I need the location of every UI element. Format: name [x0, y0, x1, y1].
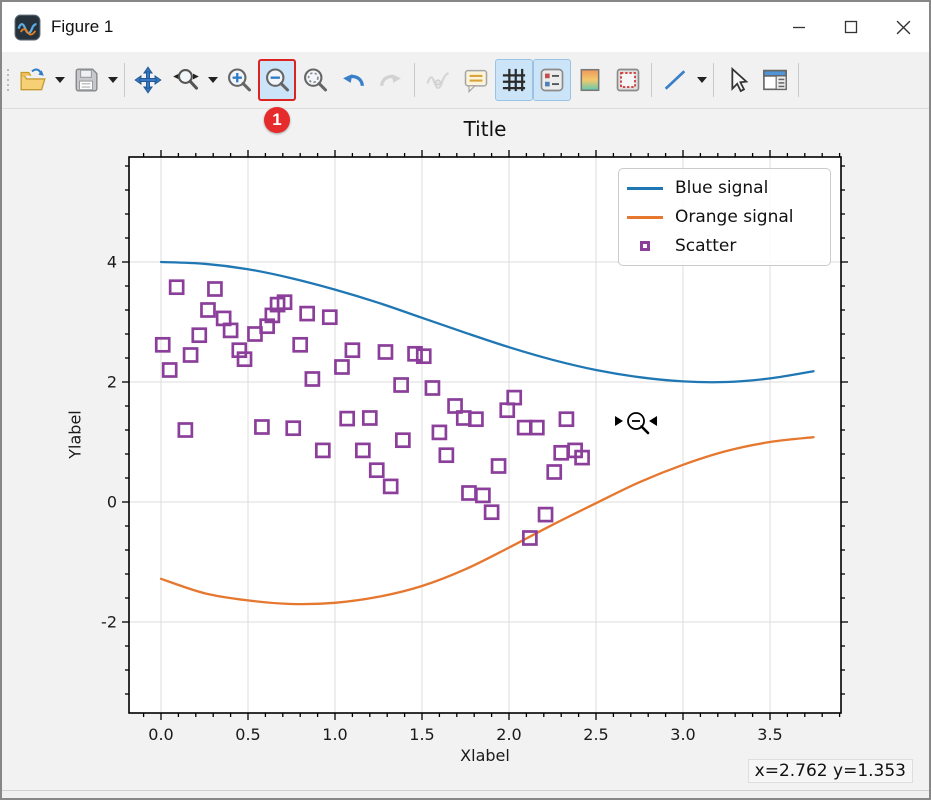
- line-style-button[interactable]: [656, 59, 694, 101]
- toolbar-separator: [124, 63, 125, 97]
- chevron-down-icon: [696, 77, 707, 83]
- subplot-settings-button[interactable]: [756, 59, 794, 101]
- save-button[interactable]: [67, 59, 105, 101]
- redo-arrow-icon: [380, 74, 401, 87]
- zoom-dropdown[interactable]: [205, 59, 220, 101]
- chevron-down-icon: [207, 77, 218, 83]
- close-icon: [896, 20, 910, 34]
- grid-icon: [502, 68, 526, 92]
- legend-entry: Scatter: [625, 234, 824, 258]
- svg-text:0.5: 0.5: [235, 725, 260, 744]
- toolbar-separator: [414, 63, 415, 97]
- svg-text:2.0: 2.0: [496, 725, 521, 744]
- legend-label: Scatter: [675, 236, 737, 256]
- toolbar-separator: [713, 63, 714, 97]
- titlebar: Figure 1: [2, 2, 929, 52]
- legend-label: Orange signal: [675, 207, 794, 227]
- legend-panel-icon: [540, 68, 564, 92]
- legend-label: Blue signal: [675, 178, 769, 198]
- zoom-original-icon: [304, 68, 328, 92]
- svg-text:3.5: 3.5: [757, 725, 782, 744]
- pan-button[interactable]: [129, 59, 167, 101]
- legend-line-sample-orange: [625, 215, 665, 219]
- curve-icon: [426, 71, 450, 90]
- redo-button[interactable]: [372, 59, 410, 101]
- svg-text:-2: -2: [101, 613, 117, 632]
- matplotlib-app-icon: [14, 14, 41, 40]
- legend-square-marker: [625, 241, 665, 251]
- curve-options-button[interactable]: [419, 59, 457, 101]
- zoom-original-button[interactable]: [296, 59, 334, 101]
- toolbar-grip[interactable]: [7, 69, 9, 91]
- undo-arrow-icon: [343, 74, 364, 87]
- maximize-button[interactable]: [825, 2, 877, 52]
- close-button[interactable]: [877, 2, 929, 52]
- panel-settings-icon: [763, 69, 787, 91]
- pointer-button[interactable]: [718, 59, 756, 101]
- zoom-in-icon: [228, 68, 252, 92]
- pan-arrows-icon: [134, 66, 162, 94]
- svg-text:3.0: 3.0: [670, 725, 695, 744]
- grid-toggle-button[interactable]: [495, 59, 533, 101]
- svg-text:0: 0: [107, 493, 117, 512]
- svg-text:4: 4: [107, 253, 117, 272]
- legend: Blue signal Orange signal Scatter: [618, 168, 831, 266]
- undo-button[interactable]: [334, 59, 372, 101]
- plot-area: 0.0 0.5 1.0 1.5 2.0 2.5 3.0 3.5 -2 0 2 4 Blue signa…: [101, 150, 848, 744]
- zoom-in-button[interactable]: [220, 59, 258, 101]
- toolbar-separator: [798, 63, 799, 97]
- save-floppy-icon: [75, 68, 98, 92]
- open-dropdown[interactable]: [52, 59, 67, 101]
- svg-text:1.5: 1.5: [409, 725, 434, 744]
- toolbar: 1: [2, 52, 929, 133]
- zoom-out-icon: [266, 68, 290, 92]
- cursor-coordinates: x=2.762 y=1.353: [747, 759, 913, 783]
- annotation-badge: 1: [264, 107, 290, 133]
- chart-title: Title: [463, 117, 507, 141]
- window-title: Figure 1: [51, 17, 114, 36]
- line-style-dropdown[interactable]: [694, 59, 709, 101]
- legend-panel-toggle-button[interactable]: [533, 59, 571, 101]
- window-bottom-frame: [2, 790, 929, 798]
- chevron-down-icon: [54, 77, 65, 83]
- maximize-icon: [844, 20, 858, 34]
- colormap-button[interactable]: [571, 59, 609, 101]
- legend-entry: Orange signal: [625, 205, 824, 229]
- tight-layout-button[interactable]: [609, 59, 647, 101]
- zoom-rect-icon: [173, 69, 199, 90]
- y-axis-label: Ylabel: [65, 410, 85, 459]
- legend-bubble-icon: [464, 69, 488, 94]
- zoom-out-button[interactable]: 1: [258, 59, 296, 133]
- svg-text:1.0: 1.0: [322, 725, 347, 744]
- toolbar-separator: [651, 63, 652, 97]
- svg-text:2.5: 2.5: [583, 725, 608, 744]
- tight-layout-icon: [616, 68, 640, 92]
- svg-text:2: 2: [107, 373, 117, 392]
- open-folder-icon: [20, 68, 46, 91]
- svg-text:0.0: 0.0: [148, 725, 173, 744]
- minimize-button[interactable]: [773, 2, 825, 52]
- minimize-icon: [793, 26, 805, 29]
- pointer-arrow-icon: [731, 66, 749, 93]
- save-dropdown[interactable]: [105, 59, 120, 101]
- figure-canvas[interactable]: Title 0.0 0.5 1.0 1.5 2.0 2.5 3.0 3.5 -2 0 2 4 Blue…: [2, 109, 929, 791]
- zoom-to-rect-button[interactable]: [167, 59, 205, 101]
- x-axis-label: Xlabel: [460, 746, 510, 765]
- legend-options-button[interactable]: [457, 59, 495, 101]
- open-button[interactable]: [14, 59, 52, 101]
- legend-line-sample-blue: [625, 186, 665, 190]
- line-style-icon: [664, 70, 686, 90]
- colormap-icon: [580, 68, 600, 92]
- chevron-down-icon: [107, 77, 118, 83]
- legend-entry: Blue signal: [625, 176, 824, 200]
- window-controls: [773, 2, 929, 52]
